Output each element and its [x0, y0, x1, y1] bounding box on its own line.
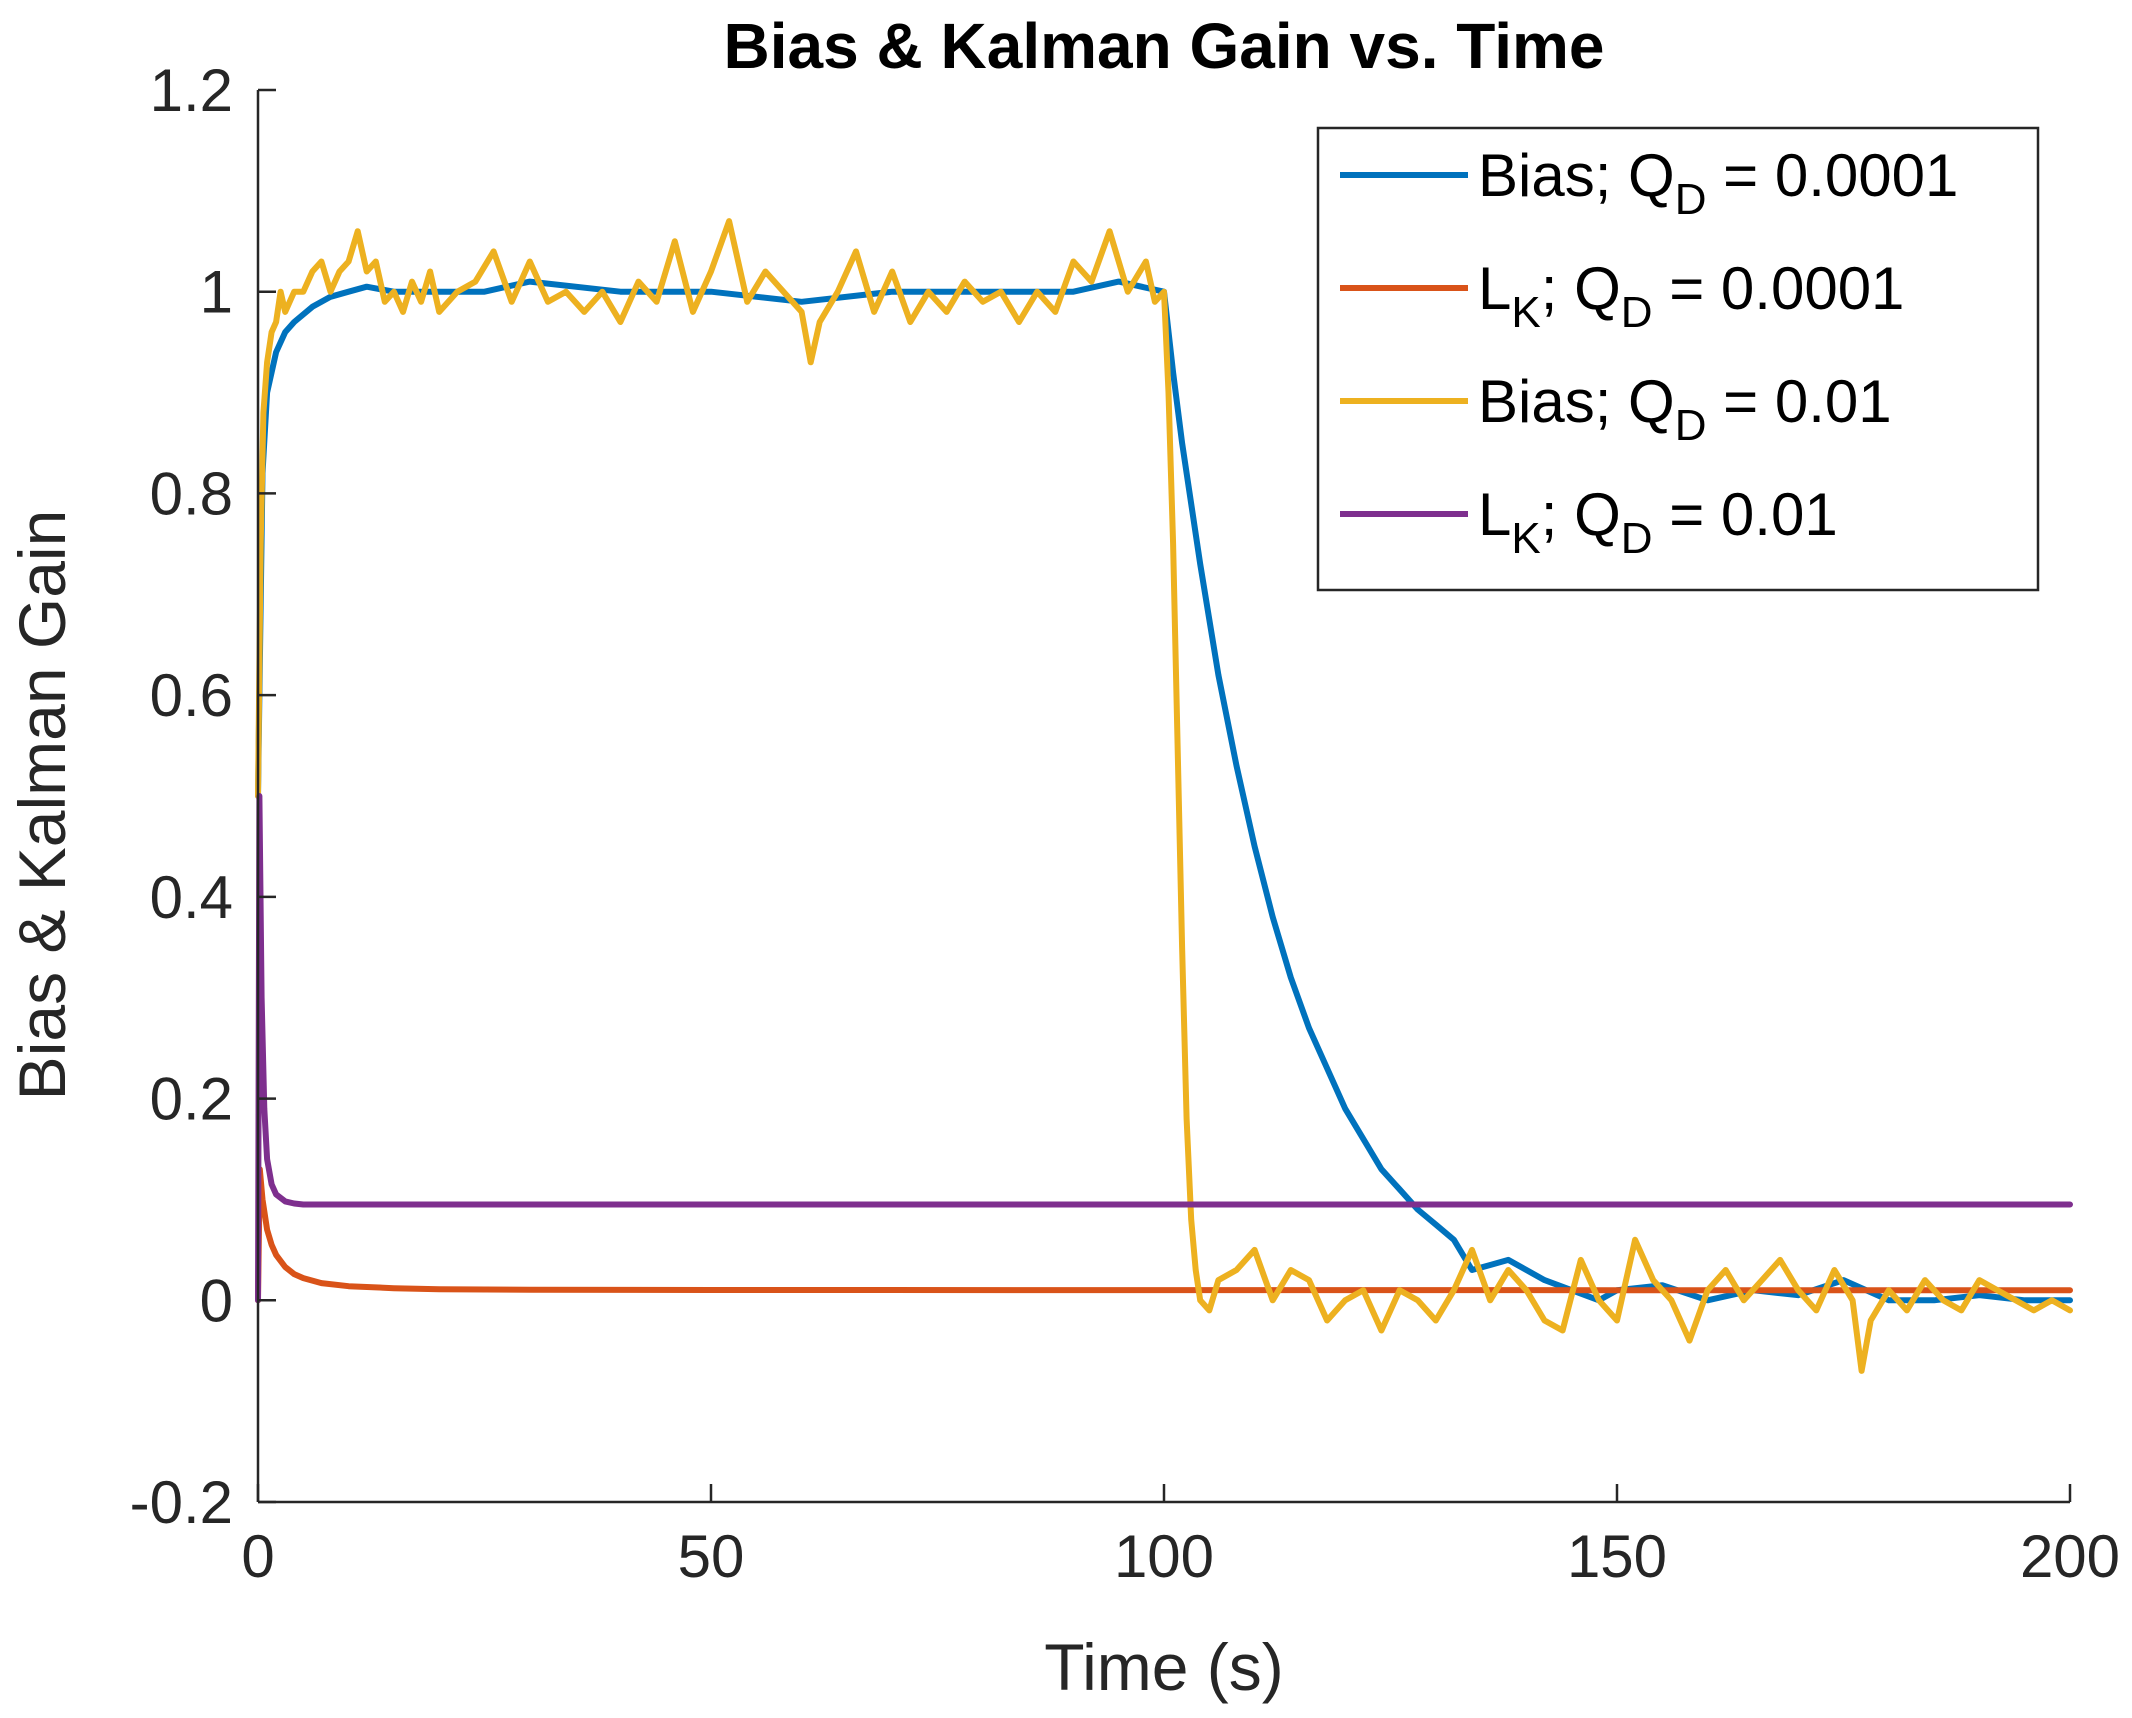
legend-text-part: Bias; Q	[1478, 368, 1675, 435]
chart-title: Bias & Kalman Gain vs. Time	[724, 10, 1605, 82]
legend-entry-3: Bias; QD = 0.01	[1478, 368, 1892, 450]
legend-text-part: = 0.0001	[1707, 142, 1959, 209]
y-axis-label: Bias & Kalman Gain	[5, 510, 79, 1101]
series-line-4	[255, 793, 2073, 1304]
legend-text-part: ; Q	[1541, 255, 1621, 322]
y-tick-label: 0.6	[150, 662, 233, 729]
legend-subscript: K	[1511, 514, 1540, 563]
legend-entry-4: LK; QD = 0.01	[1478, 481, 1838, 563]
legend-subscript: D	[1621, 288, 1653, 337]
y-tick-label: 0.4	[150, 864, 233, 931]
legend-text-part: Bias; Q	[1478, 142, 1675, 209]
y-tick-label: -0.2	[130, 1469, 233, 1536]
legend-text-part: = 0.0001	[1653, 255, 1905, 322]
legend-subscript: D	[1675, 175, 1707, 224]
x-tick-label: 0	[241, 1523, 274, 1590]
legend-text-part: = 0.01	[1653, 481, 1838, 548]
x-tick-label: 50	[678, 1523, 745, 1590]
x-tick-label: 100	[1114, 1523, 1214, 1590]
y-tick-label: 0.8	[150, 460, 233, 527]
series-line-3	[255, 218, 2073, 1374]
y-tick-label: 0.2	[150, 1066, 233, 1133]
legend-entry-1: Bias; QD = 0.0001	[1478, 142, 1958, 224]
legend-subscript: K	[1511, 288, 1540, 337]
series-line-2	[255, 1166, 2073, 1304]
y-tick-label: 1.2	[150, 57, 233, 124]
legend-subscript: D	[1621, 514, 1653, 563]
legend-entry-2: LK; QD = 0.0001	[1478, 255, 1904, 337]
series-line-1	[255, 278, 2073, 1304]
legend-text-part: = 0.01	[1707, 368, 1892, 435]
legend-text-part: ; Q	[1541, 481, 1621, 548]
y-tick-label: 0	[200, 1267, 233, 1334]
plot-area	[255, 218, 2073, 1374]
y-tick-label: 1	[200, 259, 233, 326]
x-axis-label: Time (s)	[1044, 1630, 1284, 1704]
legend-subscript: D	[1675, 401, 1707, 450]
legend-text-part: L	[1478, 255, 1511, 322]
x-tick-label: 200	[2020, 1523, 2120, 1590]
axes: 0 50 100 150 200-0.200.20.40.60.811.2	[130, 57, 2120, 1590]
x-tick-label: 150	[1567, 1523, 1667, 1590]
legend-text-part: L	[1478, 481, 1511, 548]
